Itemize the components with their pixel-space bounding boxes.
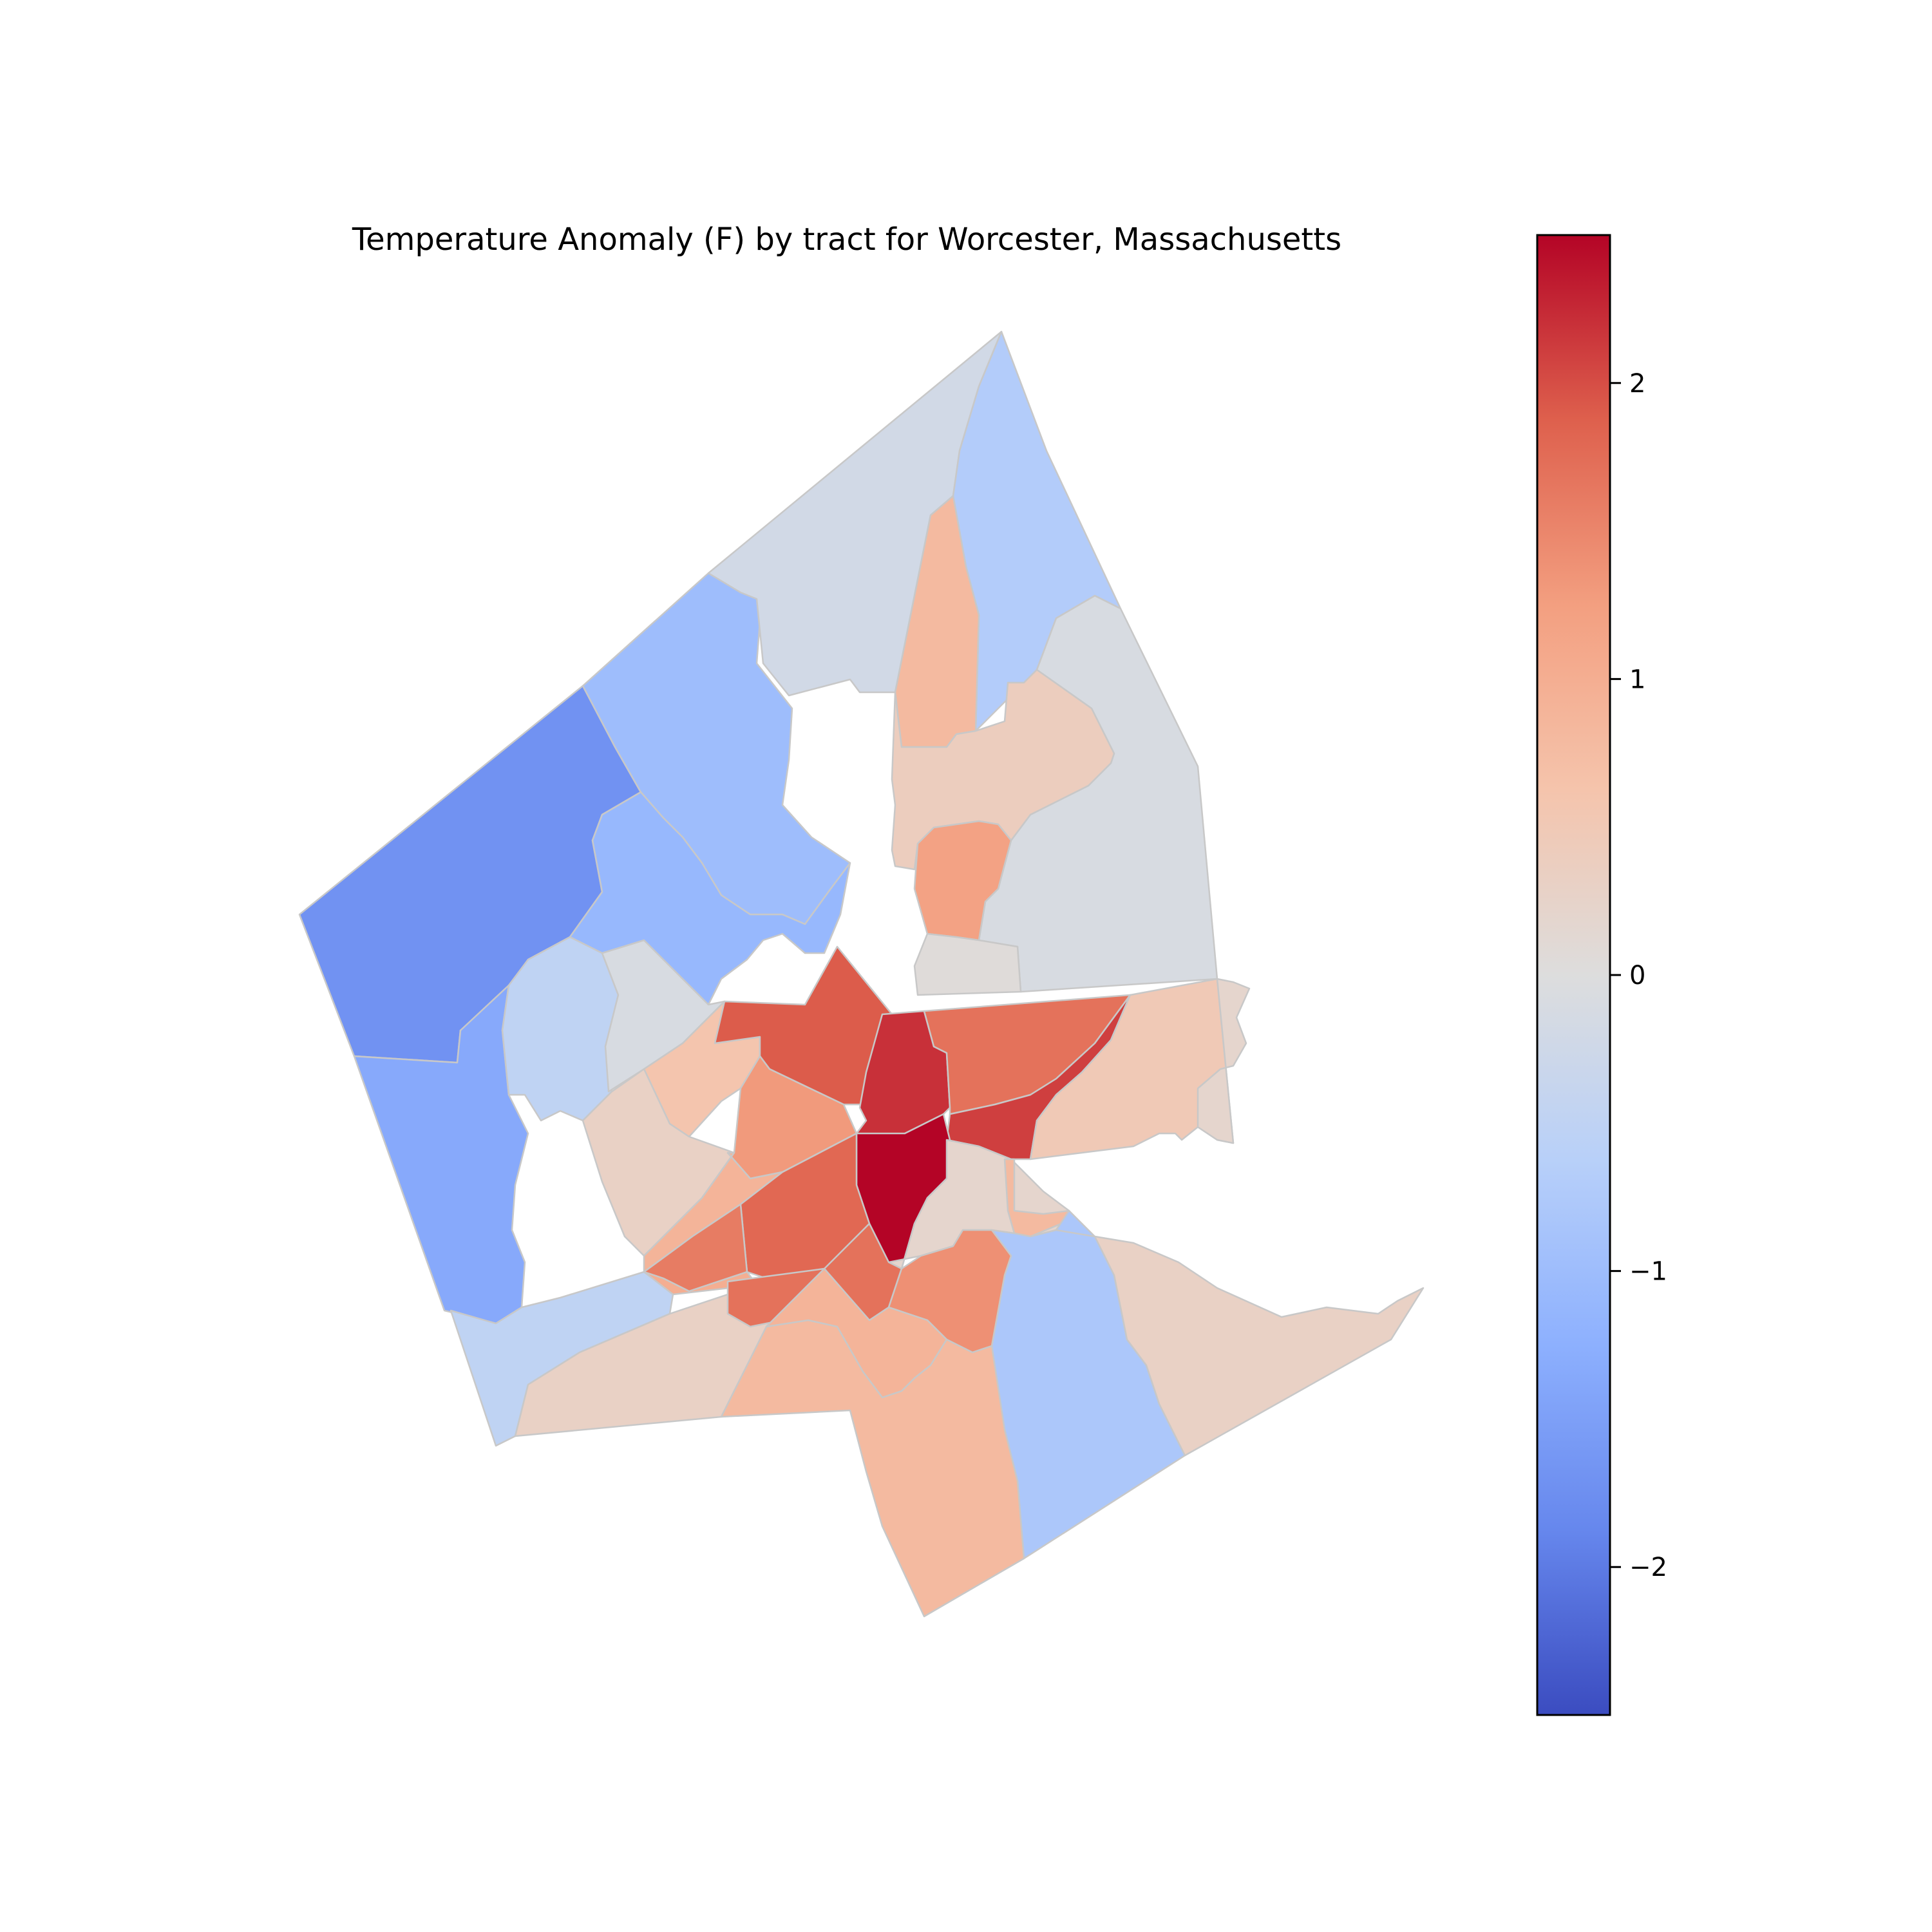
tract-t11[interactable] [913,933,1022,996]
colorbar-tick-label: 1 [1629,665,1645,694]
tract-t09[interactable] [891,668,1115,871]
tract-t31[interactable] [450,1271,674,1447]
map-title: Temperature Anomaly (F) by tract for Wor… [352,222,1341,258]
colorbar-ticks: 2 1 0 −1 −2 [1610,369,1667,1582]
tract-t10[interactable] [913,820,1012,942]
tract-t16[interactable] [714,945,893,1106]
tract-map [298,330,1425,1618]
colorbar-tick-label: 0 [1629,961,1645,990]
tract-t37[interactable] [1197,978,1251,1144]
tract-t30[interactable] [1055,1229,1425,1457]
colorbar-tick-label: −1 [1629,1257,1667,1287]
colorbar: 2 1 0 −1 −2 [1536,234,1667,1716]
colorbar-gradient [1536,234,1611,1716]
colorbar-tick-label: 2 [1629,369,1645,399]
tract-t36[interactable] [720,1319,1025,1618]
colorbar-tick-label: −2 [1629,1553,1667,1582]
